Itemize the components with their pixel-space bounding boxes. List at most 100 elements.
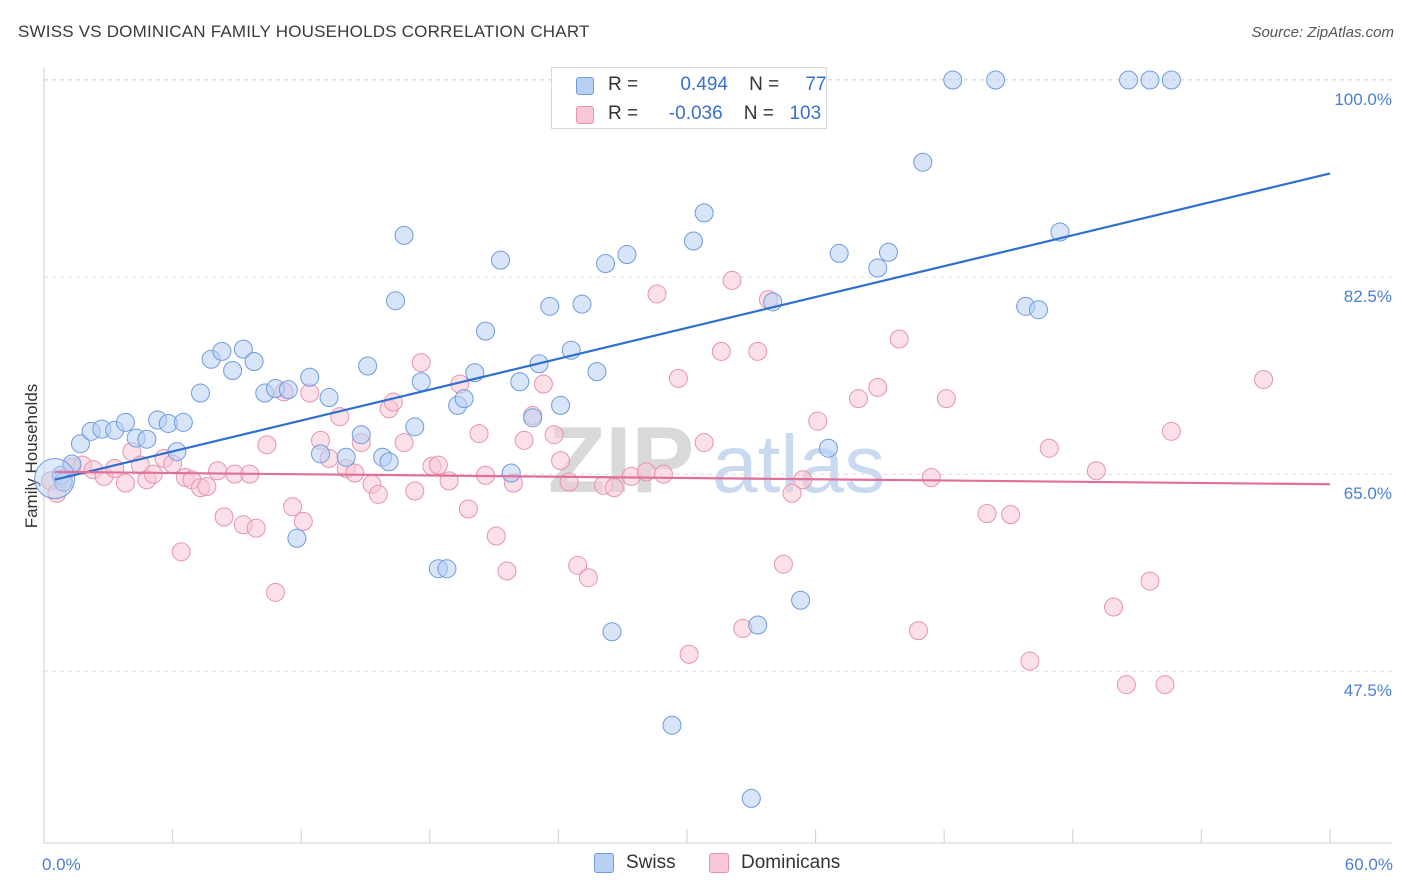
grid-lines — [44, 79, 1392, 672]
swiss-point — [878, 242, 898, 262]
watermark-zip: ZIP — [548, 407, 694, 512]
dominicans-point — [711, 341, 731, 361]
dominicans-point — [486, 526, 506, 546]
dominicans-point — [921, 467, 941, 487]
dominicans-r-label: R = — [608, 103, 639, 124]
swiss-point — [1119, 70, 1139, 90]
bottom-swiss-swatch — [594, 853, 614, 873]
swiss-point — [244, 352, 264, 372]
dominicans-r-value: -0.036 — [668, 103, 723, 124]
swiss-point — [212, 341, 232, 361]
dominicans-point — [1155, 675, 1175, 695]
swiss-point — [748, 615, 768, 635]
swiss-point — [411, 372, 431, 392]
swiss-point — [137, 429, 157, 449]
swiss-point — [491, 250, 511, 270]
swiss-point — [173, 412, 193, 432]
dominicans-point — [977, 504, 997, 524]
dominicans-point — [908, 621, 928, 641]
swiss-swatch — [576, 77, 594, 95]
swiss-point — [379, 452, 399, 472]
dominicans-point — [668, 368, 688, 388]
dominicans-point — [405, 481, 425, 501]
dominicans-point — [293, 511, 313, 531]
swiss-point — [510, 372, 530, 392]
dominicans-point — [1161, 421, 1181, 441]
swiss-n-label: N = — [749, 74, 780, 95]
dominicans-point — [773, 554, 793, 574]
dominicans-point — [647, 284, 667, 304]
swiss-point — [662, 715, 682, 735]
swiss-point — [405, 417, 425, 437]
swiss-point — [551, 395, 571, 415]
swiss-point — [476, 321, 496, 341]
swiss-point — [300, 367, 320, 387]
swiss-points — [34, 70, 1181, 808]
swiss-point — [190, 383, 210, 403]
swiss-point — [587, 362, 607, 382]
swiss-point — [233, 339, 253, 359]
swiss-point — [454, 389, 474, 409]
swiss-point — [791, 590, 811, 610]
dominicans-point — [1116, 675, 1136, 695]
swiss-point — [501, 463, 521, 483]
dominicans-point — [1020, 651, 1040, 671]
swiss-point — [351, 425, 371, 445]
swiss-point — [1161, 70, 1181, 90]
y-tick-label: 47.5% — [1344, 681, 1392, 700]
x-tick-labels: 0.0% 60.0% — [42, 855, 1393, 874]
dominicans-n-label: N = — [743, 103, 774, 124]
swiss-point — [741, 788, 761, 808]
dominicans-point — [568, 555, 588, 575]
dominicans-point — [604, 478, 624, 498]
swiss-point — [523, 408, 543, 428]
bottom-dominicans-swatch — [709, 853, 729, 873]
y-tick-label: 65.0% — [1344, 484, 1392, 503]
swiss-point — [683, 231, 703, 251]
swiss-point — [1029, 300, 1049, 320]
dominicans-point — [171, 542, 191, 562]
dominicans-point — [497, 561, 517, 581]
swiss-point — [818, 438, 838, 458]
correlation-legend: R = 0.494 N = 77 R = -0.036 N = 103 — [551, 67, 827, 129]
dominicans-point — [115, 473, 135, 493]
dominicans-point — [551, 451, 571, 471]
dominicans-point — [808, 411, 828, 431]
swiss-point — [223, 361, 243, 381]
bottom-swiss-label: Swiss — [626, 852, 676, 873]
dominicans-point — [1086, 461, 1106, 481]
dominicans-point — [469, 424, 489, 444]
swiss-point — [287, 528, 307, 548]
dominicans-point — [559, 472, 579, 492]
dominicans-point — [1104, 597, 1124, 617]
dominicans-point — [1001, 505, 1021, 525]
x-tick-label-max: 60.0% — [1345, 855, 1393, 874]
dominicans-point — [848, 389, 868, 409]
swiss-point — [70, 434, 90, 454]
dominicans-point — [197, 476, 217, 496]
swiss-r-label: R = — [608, 74, 639, 95]
swiss-point — [115, 412, 135, 432]
dominicans-point — [722, 270, 742, 290]
dominicans-point — [143, 464, 163, 484]
watermark: ZIP atlas — [548, 407, 885, 512]
x-tick-label-min: 0.0% — [42, 855, 81, 874]
dominicans-point — [1140, 571, 1160, 591]
dominicans-point — [578, 568, 598, 588]
dominicans-n-value: 103 — [789, 103, 822, 124]
chart-title: SWISS VS DOMINICAN FAMILY HOUSEHOLDS COR… — [18, 22, 590, 41]
dominicans-point — [694, 433, 714, 453]
dominicans-point — [653, 464, 673, 484]
swiss-point — [310, 444, 330, 464]
axes — [43, 68, 1392, 844]
dominicans-point — [458, 499, 478, 519]
y-tick-label: 82.5% — [1344, 287, 1392, 306]
swiss-point — [278, 380, 298, 400]
swiss-point — [1140, 70, 1160, 90]
swiss-point — [437, 559, 457, 579]
swiss-point — [617, 245, 637, 265]
dominicans-point — [782, 483, 802, 503]
dominicans-point — [1039, 438, 1059, 458]
dominicans-point — [265, 582, 285, 602]
